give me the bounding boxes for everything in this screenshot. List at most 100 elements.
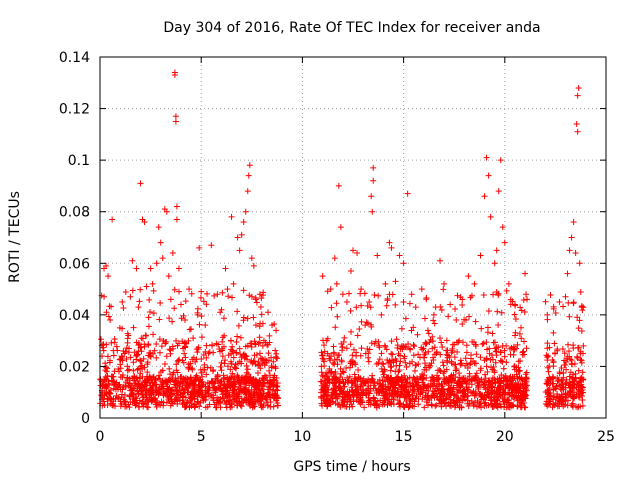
y-tick-label: 0.1 xyxy=(68,153,90,169)
scatter-point-background xyxy=(135,348,142,355)
scatter-point-background xyxy=(113,343,120,350)
scatter-point-background xyxy=(101,377,108,384)
scatter-point-background xyxy=(428,402,435,409)
scatter-point-background xyxy=(432,403,439,410)
scatter-point-background xyxy=(132,397,139,404)
scatter-point-background xyxy=(219,338,226,345)
scatter-point-background xyxy=(139,365,146,372)
scatter-point xyxy=(362,322,369,329)
scatter-point xyxy=(319,273,326,280)
scatter-point-background xyxy=(463,349,470,356)
scatter-point-background xyxy=(494,384,501,391)
scatter-point-background xyxy=(449,347,456,354)
scatter-point-background xyxy=(188,326,195,333)
scatter-point-background xyxy=(470,402,477,409)
scatter-point-background xyxy=(113,383,120,390)
scatter-point-background xyxy=(259,379,266,386)
scatter-point-background xyxy=(126,393,133,400)
scatter-point-background xyxy=(271,395,278,402)
scatter-point-background xyxy=(217,385,224,392)
scatter-point xyxy=(343,298,350,305)
scatter-point-background xyxy=(203,354,210,361)
scatter-point-background xyxy=(484,389,491,396)
scatter-point-background xyxy=(354,332,361,339)
scatter-point-background xyxy=(258,311,265,318)
scatter-point-background xyxy=(472,342,479,349)
scatter-point-background xyxy=(264,402,271,409)
scatter-point-background xyxy=(544,390,551,397)
scatter-point-background xyxy=(219,334,226,341)
scatter-point-background xyxy=(558,397,565,404)
scatter-point-background xyxy=(422,339,429,346)
scatter-point-background xyxy=(124,335,131,342)
scatter-point-background xyxy=(516,330,523,337)
scatter-point xyxy=(570,219,577,226)
scatter-point-background xyxy=(118,391,125,398)
scatter-point-background xyxy=(383,374,390,381)
scatter-point-background xyxy=(180,397,187,404)
scatter-point-background xyxy=(176,397,183,404)
scatter-point-background xyxy=(388,363,395,370)
scatter-point-background xyxy=(332,369,339,376)
scatter-point xyxy=(149,280,156,287)
scatter-point-background xyxy=(468,389,475,396)
scatter-point-background xyxy=(544,364,551,371)
scatter-point-background xyxy=(376,356,383,363)
scatter-point-background xyxy=(472,318,479,325)
scatter-point-background xyxy=(223,398,230,405)
scatter-point-background xyxy=(429,345,436,352)
x-tick-label: 5 xyxy=(197,429,206,445)
scatter-point-background xyxy=(478,404,485,411)
scatter-point-background xyxy=(433,376,440,383)
scatter-point-background xyxy=(417,375,424,382)
scatter-point-background xyxy=(243,369,250,376)
scatter-point-background xyxy=(158,343,165,350)
scatter-point-background xyxy=(441,399,448,406)
scatter-point xyxy=(400,260,407,267)
scatter-point-background xyxy=(555,376,562,383)
scatter-point-background xyxy=(462,362,469,369)
scatter-point-background xyxy=(141,341,148,348)
scatter-point-background xyxy=(169,318,176,325)
scatter-point-background xyxy=(266,372,273,379)
scatter-point-background xyxy=(402,376,409,383)
scatter-point xyxy=(412,304,419,311)
scatter-point-background xyxy=(229,294,236,301)
scatter-point-background xyxy=(454,292,461,299)
scatter-point-background xyxy=(462,355,469,362)
scatter-point-background xyxy=(229,343,236,350)
scatter-point xyxy=(250,262,257,269)
scatter-point-background xyxy=(353,397,360,404)
scatter-point xyxy=(165,273,172,280)
scatter-point-background xyxy=(212,387,219,394)
scatter-point-background xyxy=(428,395,435,402)
scatter-point-background xyxy=(383,302,390,309)
scatter-point-background xyxy=(365,350,372,357)
scatter-point-background xyxy=(368,340,375,347)
scatter-point-background xyxy=(101,392,108,399)
scatter-point-background xyxy=(256,381,263,388)
scatter-point-background xyxy=(389,393,396,400)
scatter-point xyxy=(366,298,373,305)
scatter-point-background xyxy=(144,380,151,387)
scatter-point xyxy=(245,172,252,179)
scatter-point-background xyxy=(160,385,167,392)
scatter-point-background xyxy=(124,367,131,374)
scatter-point-background xyxy=(140,355,147,362)
scatter-point-background xyxy=(238,403,245,410)
scatter-point-background xyxy=(410,324,417,331)
scatter-point-background xyxy=(550,359,557,366)
scatter-point-background xyxy=(102,381,109,388)
scatter-point-background xyxy=(516,367,523,374)
scatter-point-background xyxy=(579,369,586,376)
scatter-point-background xyxy=(510,351,517,358)
scatter-point-background xyxy=(410,352,417,359)
scatter-point-background xyxy=(243,378,250,385)
scatter-point-background xyxy=(439,383,446,390)
scatter-point-background xyxy=(445,352,452,359)
scatter-point-background xyxy=(260,380,267,387)
scatter-point-background xyxy=(166,346,173,353)
scatter-point-background xyxy=(328,304,335,311)
scatter-point-background xyxy=(265,389,272,396)
scatter-point xyxy=(196,244,203,251)
